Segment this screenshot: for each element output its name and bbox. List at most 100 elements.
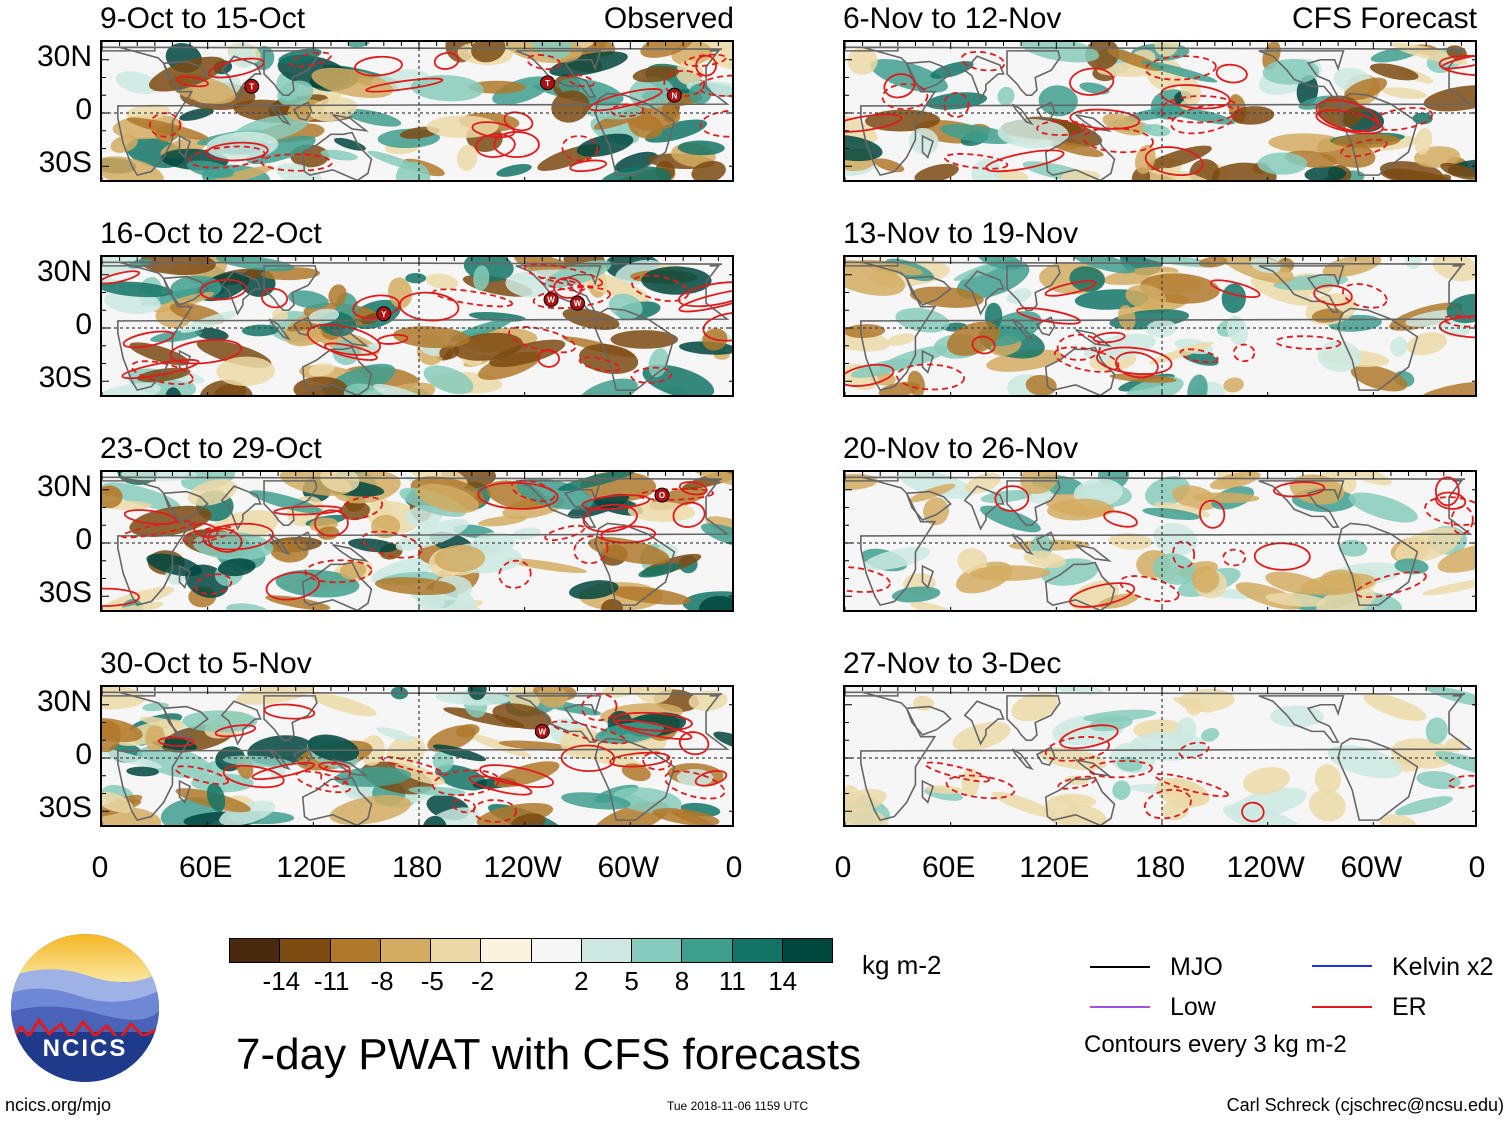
pwat-anomaly-shade — [677, 140, 725, 156]
er-contour — [581, 692, 618, 722]
er-contour — [845, 363, 895, 387]
pwat-anomaly-shade — [205, 165, 274, 180]
er-contour — [698, 74, 732, 97]
er-contour — [222, 764, 285, 789]
pwat-anomaly-shade — [1390, 738, 1454, 769]
pwat-anomaly-shade — [845, 112, 878, 144]
er-contour — [1199, 499, 1226, 529]
longitude-label: 60W — [1340, 851, 1403, 884]
er-contour — [176, 75, 209, 88]
colorbar-tick-label: 11 — [718, 966, 746, 996]
pwat-anomaly-shade — [1154, 502, 1211, 518]
er-contour — [398, 291, 460, 322]
pwat-anomaly-shade — [373, 383, 434, 395]
coastline — [1035, 531, 1056, 552]
er-contour — [924, 761, 990, 783]
coastline — [515, 480, 602, 528]
latitude-label: 0 — [75, 308, 92, 341]
pwat-anomaly-shade — [1154, 42, 1179, 57]
pwat-anomaly-shade — [456, 144, 478, 171]
coastline — [332, 543, 369, 562]
er-contour — [432, 288, 514, 308]
pwat-anomaly-shade — [1414, 127, 1433, 155]
er-contour — [260, 153, 333, 172]
pwat-anomaly-shade — [549, 51, 628, 77]
pwat-anomaly-shade — [206, 131, 279, 160]
pwat-anomaly-shade — [632, 65, 680, 83]
coastline — [332, 758, 369, 777]
map-panel: O — [100, 470, 734, 612]
er-contour — [630, 366, 673, 384]
pwat-anomaly-shade — [422, 815, 447, 825]
colorbar-tick-label: 2 — [574, 966, 589, 996]
er-contour — [306, 324, 381, 356]
pwat-anomaly-shade — [1039, 747, 1107, 771]
er-contour — [194, 573, 233, 595]
pwat-anomaly-shade — [1191, 565, 1220, 593]
latitude-label: 0 — [75, 93, 92, 126]
latitude-label: 0 — [75, 523, 92, 556]
pwat-anomaly-shade — [505, 558, 588, 574]
er-contour — [503, 111, 534, 132]
colorbar-swatch — [431, 939, 482, 962]
er-contour — [544, 524, 586, 542]
pwat-anomaly-shade — [1060, 170, 1101, 180]
colorbar-swatch — [782, 939, 832, 962]
pwat-anomaly-shade — [952, 721, 1011, 751]
pwat-anomaly-shade — [713, 731, 732, 752]
longitude-label: 0 — [1468, 851, 1486, 884]
pwat-anomaly-shade — [339, 561, 367, 580]
coastline — [1035, 101, 1056, 122]
footer-left[interactable]: ncics.org/mjo — [5, 1095, 112, 1115]
er-contour — [433, 51, 460, 70]
pwat-anomaly-shade — [1390, 336, 1408, 357]
er-contour — [479, 764, 555, 789]
er-contour — [566, 73, 595, 88]
er-contour — [121, 358, 200, 380]
coastline — [1258, 695, 1345, 743]
pwat-anomaly-shade — [1262, 58, 1320, 85]
coastline — [921, 564, 935, 589]
er-contour — [1209, 279, 1261, 299]
er-contour — [943, 92, 970, 118]
storm-label: T — [545, 79, 550, 88]
er-contour — [678, 288, 732, 313]
pwat-anomaly-shade — [1023, 550, 1067, 569]
pwat-anomaly-shade — [142, 702, 169, 712]
coastline — [860, 691, 1473, 822]
pwat-anomaly-shade — [845, 134, 883, 162]
logo-text: NCICS — [43, 1035, 128, 1062]
latitude-label: 30S — [38, 791, 92, 825]
coastline — [178, 564, 192, 589]
pwat-anomaly-shade — [308, 363, 335, 377]
pwat-anomaly-shade — [956, 260, 1030, 300]
pwat-anomaly-shade — [467, 687, 487, 701]
coastline — [963, 270, 1005, 316]
er-contour — [1371, 106, 1433, 131]
pwat-colorbar — [229, 938, 833, 963]
pwat-anomaly-shade — [395, 161, 431, 180]
colorbar-tick-label: 5 — [624, 966, 639, 996]
pwat-anomaly-shade — [1180, 76, 1201, 106]
panel-tag: Observed — [603, 2, 734, 35]
pwat-anomaly-shade — [1160, 105, 1236, 125]
coastline — [963, 485, 1005, 531]
er-contour — [477, 481, 559, 510]
pwat-anomaly-shade — [102, 281, 173, 298]
pwat-anomaly-shade — [1394, 527, 1462, 564]
longitude-label: 60W — [597, 851, 660, 884]
pwat-anomaly-shade — [1142, 123, 1171, 137]
er-contour — [1313, 284, 1353, 306]
er-contour — [1179, 348, 1219, 364]
er-contour — [1088, 760, 1153, 779]
coastline — [301, 776, 373, 825]
pwat-anomaly-shade — [194, 327, 229, 341]
longitude-label: 60E — [178, 851, 233, 884]
pwat-anomaly-shade — [1230, 106, 1275, 125]
pwat-anomaly-shade — [180, 310, 239, 333]
er-contour — [214, 724, 257, 738]
storm-label: W — [547, 296, 555, 305]
pwat-anomaly-shade — [319, 472, 360, 493]
pwat-anomaly-shade — [1432, 257, 1475, 282]
pwat-anomaly-shade — [691, 160, 726, 180]
